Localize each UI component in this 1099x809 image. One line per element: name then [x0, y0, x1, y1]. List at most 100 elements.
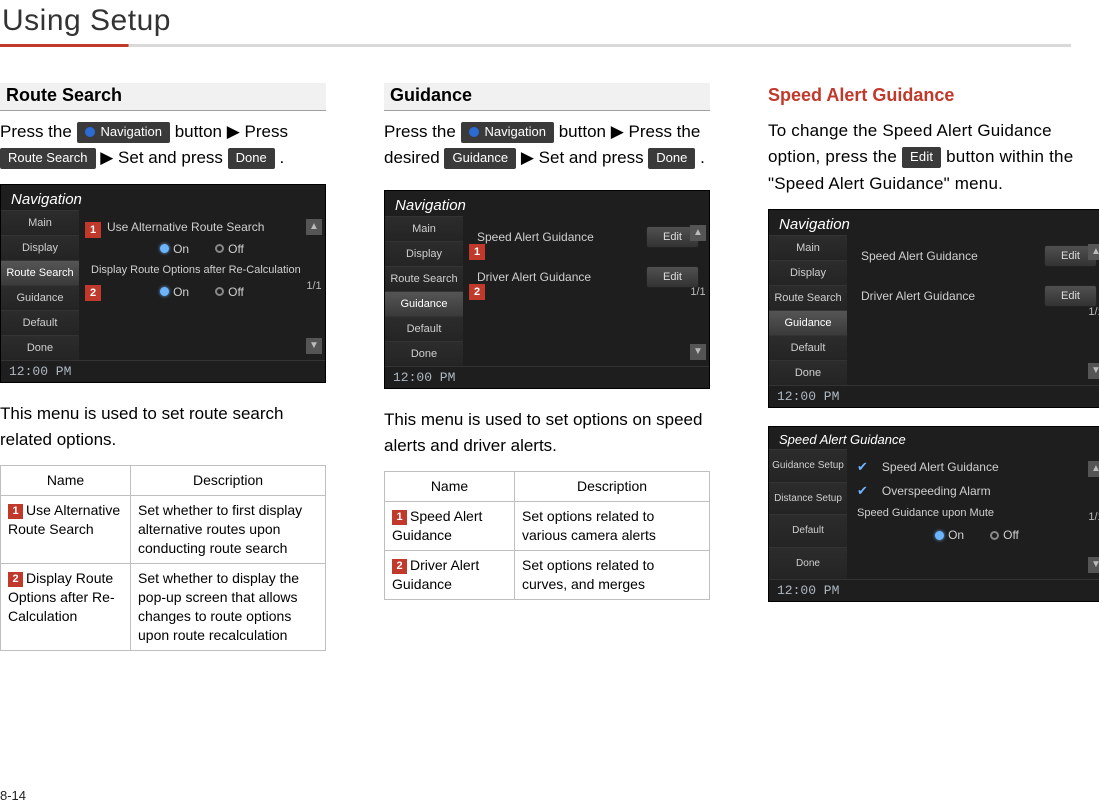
sidebar-item[interactable]: Done: [769, 360, 847, 385]
column-guidance: Guidance Press the Navigation button ▶ P…: [384, 83, 710, 651]
page-title: Using Setup: [0, 4, 1071, 44]
navigation-chip: Navigation: [77, 122, 170, 143]
sidebar-item[interactable]: Main: [769, 235, 847, 260]
screenshot-main: ✔ Speed Alert Guidance ✔ Overspeeding Al…: [847, 449, 1099, 579]
screenshot-clock: 12:00 PM: [769, 579, 1099, 601]
sidebar-item[interactable]: Guidance Setup: [769, 449, 847, 482]
radio-on[interactable]: On: [160, 285, 189, 299]
radio-off[interactable]: Off: [215, 242, 244, 256]
row-desc: Set options related to various camera al…: [515, 502, 710, 551]
row-label: Display Route Options after Re-Calculati…: [91, 264, 301, 277]
scroll-down-icon[interactable]: ▼: [690, 344, 706, 360]
sidebar-item[interactable]: Route Search: [385, 266, 463, 291]
done-chip: Done: [228, 148, 275, 169]
sidebar-item[interactable]: Default: [769, 514, 847, 547]
row-desc: Set options related to curves, and merge…: [515, 551, 710, 600]
sidebar-item[interactable]: Main: [1, 210, 79, 235]
screenshot-title: Navigation: [385, 191, 709, 216]
screenshot-row: 2 On Off: [87, 281, 317, 303]
screenshot-main: 1 Speed Alert Guidance Edit 2 Driver Ale…: [463, 216, 709, 366]
screenshot-speed-alert-nav: Navigation MainDisplayRoute SearchGuidan…: [768, 209, 1099, 408]
route-search-table: Name Description 1Use Alternative Route …: [0, 465, 326, 650]
screenshot-row: 1 Speed Alert Guidance Edit: [471, 222, 701, 252]
sidebar-item[interactable]: Done: [1, 335, 79, 360]
text: .: [700, 148, 705, 167]
title-rule: [0, 44, 1071, 47]
radio-on[interactable]: On: [935, 528, 964, 542]
text: ▶ Set and press: [521, 148, 648, 167]
screenshot-clock: 12:00 PM: [769, 385, 1099, 407]
table-row: 2Display Route Options after Re-Calculat…: [1, 563, 326, 650]
th-name: Name: [1, 466, 131, 496]
row-desc: Set whether to display the pop-up screen…: [131, 563, 326, 650]
screenshot-guidance: Navigation MainDisplayRoute SearchGuidan…: [384, 190, 710, 389]
scroll-down-icon[interactable]: ▼: [1088, 363, 1099, 379]
th-desc: Description: [515, 472, 710, 502]
scroll-down-icon[interactable]: ▼: [306, 338, 322, 354]
scroll-page: 1/1: [1088, 260, 1099, 363]
screenshot-sidebar: MainDisplayRoute SearchGuidanceDefaultDo…: [769, 235, 847, 385]
sidebar-item[interactable]: Done: [769, 547, 847, 580]
scroll-up-icon[interactable]: ▲: [306, 219, 322, 235]
screenshot-title: Speed Alert Guidance: [769, 427, 1099, 449]
route-search-caption: This menu is used to set route search re…: [0, 401, 326, 454]
sidebar-item[interactable]: Route Search: [769, 285, 847, 310]
text: ▶ Set and press: [100, 148, 227, 167]
sidebar-item[interactable]: Display: [385, 241, 463, 266]
screenshot-row: On Off: [87, 238, 317, 260]
radio-off[interactable]: Off: [990, 528, 1019, 542]
screenshot-clock: 12:00 PM: [1, 360, 325, 382]
route-search-intro: Press the Navigation button ▶ Press Rout…: [0, 119, 326, 172]
check-icon[interactable]: ✔: [857, 459, 868, 475]
done-chip: Done: [648, 148, 695, 169]
sidebar-item[interactable]: Main: [385, 216, 463, 241]
scroll-up-icon[interactable]: ▲: [690, 225, 706, 241]
sidebar-item[interactable]: Distance Setup: [769, 482, 847, 515]
sidebar-item[interactable]: Route Search: [1, 260, 79, 285]
screenshot-row: Driver Alert Guidance Edit: [855, 281, 1099, 311]
screenshot-clock: 12:00 PM: [385, 366, 709, 388]
section-heading-speed-alert: Speed Alert Guidance: [768, 83, 1099, 110]
sidebar-item[interactable]: Display: [769, 260, 847, 285]
sidebar-item[interactable]: Default: [769, 335, 847, 360]
screenshot-sidebar: MainDisplayRoute SearchGuidanceDefaultDo…: [1, 210, 79, 360]
table-row: 1Use Alternative Route Search Set whethe…: [1, 496, 326, 564]
sidebar-item[interactable]: Default: [385, 316, 463, 341]
sidebar-item[interactable]: Guidance: [1, 285, 79, 310]
th-name: Name: [385, 472, 515, 502]
marker-1: 1: [469, 244, 485, 260]
radio-off[interactable]: Off: [215, 285, 244, 299]
guidance-intro: Press the Navigation button ▶ Press the …: [384, 119, 710, 172]
radio-on[interactable]: On: [160, 242, 189, 256]
row-name: Display Route Options after Re-Calculati…: [8, 570, 115, 624]
row-badge: 1: [8, 504, 23, 519]
screenshot-main: 1 Use Alternative Route Search On Off Di…: [79, 210, 325, 360]
check-icon[interactable]: ✔: [857, 483, 868, 499]
screenshot-row: ✔ Speed Alert Guidance: [855, 455, 1099, 479]
scroll-up-icon[interactable]: ▲: [1088, 244, 1099, 260]
route-search-chip: Route Search: [0, 148, 96, 169]
screenshot-title: Navigation: [769, 210, 1099, 235]
scroll-up-icon[interactable]: ▲: [1088, 461, 1099, 477]
text: Press the: [0, 122, 77, 141]
screenshot-scrollbar: ▲ 1/1 ▼: [1087, 244, 1099, 379]
text: Press the: [384, 122, 461, 141]
sidebar-item[interactable]: Guidance: [769, 310, 847, 335]
screenshot-scrollbar: ▲ 1/1 ▼: [689, 225, 707, 360]
guidance-chip: Guidance: [444, 148, 516, 169]
screenshot-main: Speed Alert Guidance Edit Driver Alert G…: [847, 235, 1099, 385]
screenshot-speed-alert-sub: Speed Alert Guidance Guidance SetupDista…: [768, 426, 1099, 602]
screenshot-row: Display Route Options after Re-Calculati…: [87, 260, 317, 281]
sidebar-item[interactable]: Done: [385, 341, 463, 366]
guidance-table: Name Description 1Speed Alert Guidance S…: [384, 471, 710, 599]
sidebar-item[interactable]: Default: [1, 310, 79, 335]
row-label: Driver Alert Guidance: [861, 289, 975, 303]
sidebar-item[interactable]: Display: [1, 235, 79, 260]
screenshot-route-search: Navigation MainDisplayRoute SearchGuidan…: [0, 184, 326, 383]
row-label: Overspeeding Alarm: [882, 484, 991, 498]
page-number: 8-14: [0, 788, 26, 803]
sidebar-item[interactable]: Guidance: [385, 291, 463, 316]
screenshot-row: Speed Guidance upon Mute: [855, 503, 1099, 524]
edit-chip: Edit: [902, 147, 941, 168]
scroll-down-icon[interactable]: ▼: [1088, 557, 1099, 573]
